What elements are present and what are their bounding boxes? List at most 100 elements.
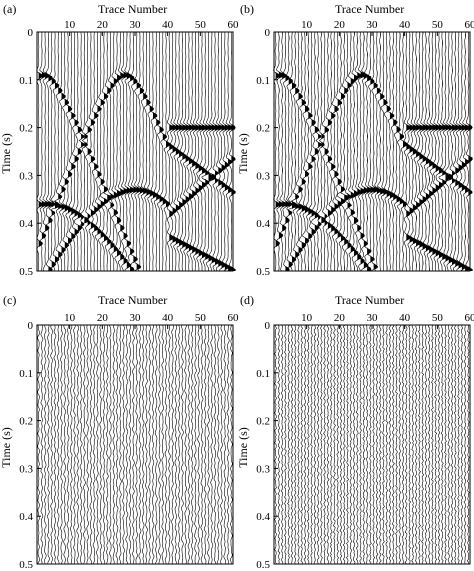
y-tick-label: 0.2 bbox=[256, 123, 270, 135]
trace-line bbox=[287, 31, 297, 272]
trace-line bbox=[40, 324, 44, 565]
trace-line bbox=[99, 324, 103, 565]
trace-line bbox=[210, 324, 214, 564]
panel-label: (c) bbox=[3, 293, 17, 307]
trace-line bbox=[465, 31, 473, 271]
trace-line bbox=[65, 31, 73, 272]
trace-line bbox=[138, 324, 142, 565]
trace-line bbox=[122, 324, 125, 565]
x-tick-label: 30 bbox=[367, 19, 379, 31]
y-tick-label: 0.5 bbox=[19, 266, 33, 278]
trace-line bbox=[118, 324, 122, 565]
trace-line bbox=[86, 324, 89, 565]
trace-line bbox=[352, 324, 356, 565]
trace-line bbox=[337, 31, 346, 272]
x-tick-label: 40 bbox=[162, 19, 174, 31]
trace-line bbox=[37, 324, 41, 565]
x-tick-label: 50 bbox=[432, 19, 444, 31]
y-tick-label: 0.5 bbox=[19, 559, 33, 571]
y-tick-label: 0.2 bbox=[19, 123, 33, 135]
trace-line bbox=[219, 32, 226, 272]
trace-line bbox=[451, 31, 460, 272]
trace-line bbox=[424, 324, 428, 565]
trace-fill bbox=[81, 32, 85, 271]
trace-line bbox=[348, 31, 356, 272]
trace-line bbox=[455, 31, 463, 272]
trace-line bbox=[58, 31, 66, 272]
trace-line bbox=[414, 324, 418, 565]
trace-line bbox=[207, 31, 217, 272]
trace-line bbox=[408, 324, 412, 565]
trace-line bbox=[384, 31, 391, 272]
trace-line bbox=[166, 31, 174, 272]
trace-line bbox=[148, 324, 152, 565]
trace-line bbox=[381, 324, 385, 565]
trace-line bbox=[196, 31, 203, 272]
trace-line bbox=[203, 324, 207, 565]
x-tick-label: 50 bbox=[195, 19, 207, 31]
trace-line bbox=[124, 31, 132, 272]
trace-line bbox=[163, 31, 171, 272]
trace-line bbox=[277, 324, 281, 565]
trace-line bbox=[127, 31, 135, 272]
trace-line bbox=[427, 324, 431, 565]
plot-frame bbox=[273, 324, 471, 565]
trace-line bbox=[121, 32, 128, 272]
trace-line bbox=[63, 324, 67, 565]
trace-line bbox=[112, 324, 116, 565]
panel-d: (d) Trace Number Time (s) 10 20 30 40 50 60 0 0… bbox=[236, 285, 474, 571]
trace-line bbox=[143, 31, 151, 272]
x-tick-label: 40 bbox=[399, 19, 411, 31]
x-tick-label: 50 bbox=[195, 312, 207, 324]
trace-line bbox=[429, 31, 437, 272]
trace-line bbox=[295, 31, 303, 272]
trace-line bbox=[276, 31, 284, 272]
y-tick-label: 0.4 bbox=[256, 218, 270, 230]
trace-line bbox=[317, 31, 326, 272]
trace-fill bbox=[347, 32, 352, 271]
trace-fill bbox=[412, 32, 417, 271]
trace-line bbox=[310, 324, 313, 565]
trace-line bbox=[72, 31, 79, 272]
trace-line bbox=[319, 324, 323, 565]
y-tick-label: 0.1 bbox=[256, 75, 270, 87]
trace-fill bbox=[133, 32, 138, 271]
trace-line bbox=[440, 324, 444, 565]
x-tick-label: 20 bbox=[334, 19, 346, 31]
trace-line bbox=[76, 324, 80, 565]
trace-line bbox=[375, 324, 379, 565]
trace-line bbox=[344, 31, 352, 272]
trace-line bbox=[395, 324, 399, 565]
trace-fill bbox=[175, 32, 180, 271]
trace-line bbox=[299, 31, 307, 272]
trace-line bbox=[316, 324, 320, 565]
trace-line bbox=[180, 324, 184, 565]
trace-line bbox=[442, 31, 450, 272]
trace-line bbox=[156, 31, 164, 272]
trace-line bbox=[313, 324, 317, 565]
trace-fill bbox=[370, 32, 375, 271]
trace-line bbox=[161, 324, 165, 565]
trace-line bbox=[73, 324, 76, 565]
trace-line bbox=[355, 324, 359, 565]
trace-line bbox=[416, 31, 424, 272]
trace-line bbox=[135, 324, 139, 565]
trace-line bbox=[79, 324, 83, 565]
trace-line bbox=[426, 32, 434, 272]
trace-line bbox=[50, 324, 54, 565]
trace-line bbox=[216, 324, 220, 565]
panel-a: (a) Trace Number Time (s) 10 20 30 40 50 60 0 0… bbox=[0, 0, 239, 285]
trace-line bbox=[400, 31, 408, 272]
x-tick-label: 50 bbox=[432, 312, 444, 324]
x-tick-label: 10 bbox=[64, 312, 76, 324]
y-tick-label: 0.4 bbox=[19, 218, 33, 230]
trace-line bbox=[102, 324, 106, 565]
trace-line bbox=[164, 324, 168, 565]
trace-line bbox=[279, 31, 287, 272]
x-tick-label: 30 bbox=[130, 19, 142, 31]
trace-line bbox=[174, 324, 178, 565]
trace-line bbox=[335, 31, 343, 272]
y-tick-label: 0 bbox=[265, 320, 271, 332]
trace-line bbox=[393, 31, 401, 272]
trace-line bbox=[326, 324, 330, 565]
